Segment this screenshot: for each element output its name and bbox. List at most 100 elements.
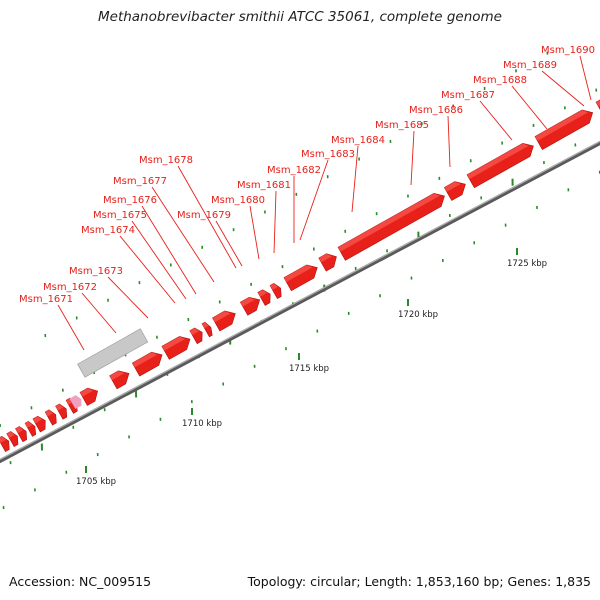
gene-arrow xyxy=(55,403,68,420)
gene-arrow xyxy=(24,421,37,437)
backbone-highlight xyxy=(0,140,600,461)
kbp-labels: 1705 kbp 1710 kbp 1715 kbp 1720 kbp 1725 kbp xyxy=(76,248,547,487)
gene-arrow xyxy=(161,336,191,360)
leader-line xyxy=(177,165,237,269)
gene-arrow xyxy=(212,310,236,332)
gene-arrow xyxy=(239,296,261,316)
gene-label: Msm_1690 xyxy=(541,45,595,56)
gene-body xyxy=(44,409,57,426)
genome-backbone xyxy=(0,140,600,463)
leader-line xyxy=(107,276,149,319)
gene-label: Msm_1675 xyxy=(93,210,147,221)
pink-gene-body xyxy=(69,395,82,410)
label-leader-lines xyxy=(57,55,592,351)
gene-shine xyxy=(0,436,6,443)
gene-shine xyxy=(337,193,440,252)
selection-rect xyxy=(77,328,149,378)
gene-arrow xyxy=(131,351,163,377)
gene-shine xyxy=(270,283,278,290)
gene-arrow xyxy=(6,431,19,448)
gene-shine xyxy=(15,426,24,434)
gene-label: Msm_1679 xyxy=(177,210,231,221)
gene-arrow xyxy=(283,264,318,292)
leader-line xyxy=(541,70,585,107)
gene-body xyxy=(466,143,534,189)
gene-label: Msm_1687 xyxy=(441,90,495,101)
leader-line xyxy=(215,220,243,267)
gene-label: Msm_1682 xyxy=(267,165,321,176)
gene-shine xyxy=(444,181,461,192)
gene-arrow xyxy=(189,327,203,345)
gene-shine xyxy=(55,403,64,411)
kbp-label: 1715 kbp xyxy=(289,364,329,374)
gene-shine xyxy=(257,289,268,297)
gene-label: Msm_1681 xyxy=(237,180,291,191)
gene-shine xyxy=(161,336,186,351)
gene-arrow xyxy=(443,181,466,201)
gene-track xyxy=(0,80,600,452)
gene-arrow xyxy=(0,435,10,452)
gene-arrow xyxy=(534,109,594,150)
gene-arrow xyxy=(337,193,445,261)
leader-line xyxy=(479,100,513,141)
backbone-line xyxy=(0,141,600,463)
leader-line xyxy=(57,304,85,351)
kbp-label: 1725 kbp xyxy=(507,259,547,269)
gene-arrow xyxy=(109,370,130,390)
leader-line xyxy=(447,115,451,168)
gene-shine xyxy=(283,264,313,283)
leader-line xyxy=(141,205,197,295)
leader-line xyxy=(351,145,359,213)
gene-label: Msm_1678 xyxy=(139,155,193,166)
kbp-label: 1705 kbp xyxy=(76,477,116,487)
gene-label: Msm_1689 xyxy=(503,60,557,71)
selection-box xyxy=(77,328,149,378)
gene-shine xyxy=(45,409,53,417)
gene-arrow xyxy=(201,321,213,338)
gene-shine xyxy=(109,370,125,381)
leader-line xyxy=(273,190,277,254)
genome-summary-text: Topology: circular; Length: 1,853,160 bp… xyxy=(247,574,591,589)
gene-shine xyxy=(202,322,209,329)
gene-shine xyxy=(466,143,529,180)
gene-shine xyxy=(534,109,588,141)
gene-arrow xyxy=(15,426,27,443)
gene-shine xyxy=(189,327,200,335)
gene-shine xyxy=(79,388,94,397)
gene-label: Msm_1688 xyxy=(473,75,527,86)
gene-label: Msm_1674 xyxy=(81,225,135,236)
gene-shine xyxy=(32,416,43,424)
gene-label: Msm_1673 xyxy=(69,266,123,277)
gene-label: Msm_1672 xyxy=(43,282,97,293)
gene-arrow xyxy=(466,143,534,189)
gene-label: Msm_1685 xyxy=(375,120,429,131)
leader-line xyxy=(119,235,176,304)
leader-line xyxy=(511,85,548,130)
gene-label: Msm_1683 xyxy=(301,149,355,160)
gene-shine xyxy=(25,421,33,428)
gene-arrow xyxy=(79,387,98,406)
leader-line xyxy=(579,55,592,101)
gene-shine xyxy=(240,297,256,307)
gene-arrow xyxy=(318,253,337,272)
leader-line xyxy=(151,186,215,283)
leader-line xyxy=(410,130,415,186)
leader-line xyxy=(131,220,187,300)
kbp-label: 1710 kbp xyxy=(182,419,222,429)
leader-line xyxy=(81,292,117,334)
gene-body xyxy=(55,403,68,420)
gene-body xyxy=(337,193,445,261)
leader-line xyxy=(299,159,329,241)
gene-arrow xyxy=(44,409,57,426)
gene-label: Msm_1686 xyxy=(409,105,463,116)
accession-text: Accession: NC_009515 xyxy=(9,574,152,589)
gene-arrow xyxy=(269,282,282,299)
gene-label: Msm_1671 xyxy=(19,294,73,305)
gene-arrow xyxy=(32,415,46,433)
gene-shine xyxy=(66,398,74,405)
gene-shine xyxy=(212,311,231,323)
pink-gene xyxy=(69,395,82,410)
gene-label: Msm_1677 xyxy=(113,176,167,187)
